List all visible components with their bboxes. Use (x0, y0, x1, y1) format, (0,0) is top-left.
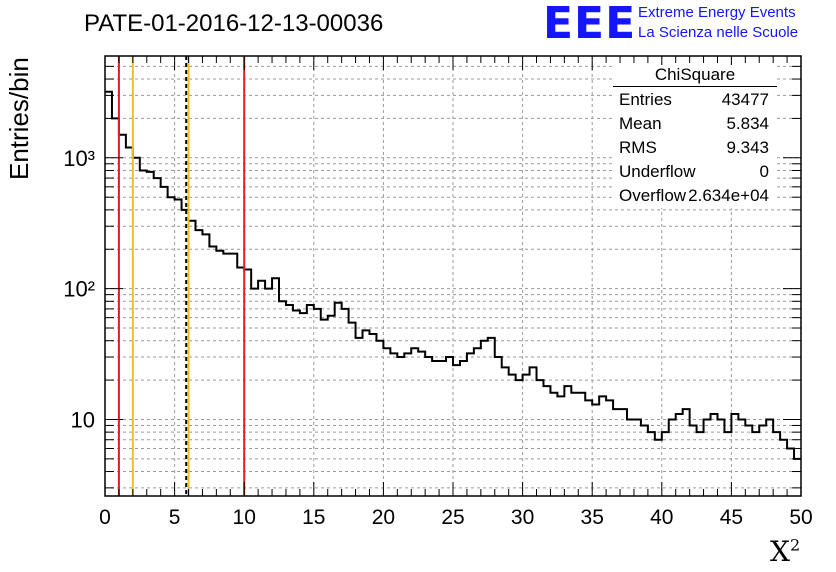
stats-box-title: ChiSquare (613, 65, 777, 87)
stats-value: 5.834 (726, 114, 769, 133)
x-tick-label: 45 (720, 506, 743, 529)
chart-title: PATE-01-2016-12-13-00036 (84, 10, 384, 37)
y-tick-label: 10² (63, 277, 95, 302)
x-tick-label: 10 (233, 506, 256, 529)
histogram-outline (105, 90, 801, 460)
stats-key: Mean (619, 114, 662, 133)
stats-value: 0 (759, 162, 769, 181)
x-tick-label: 0 (99, 506, 111, 529)
stats-row-underflow: Underflow 0 (613, 160, 777, 184)
axes: 0 5 10 15 20 25 30 35 40 45 50 10 10² 10³ (63, 55, 813, 529)
stats-row-mean: Mean 5.834 (613, 112, 777, 136)
x-tick-label: 40 (650, 506, 673, 529)
stats-key: Underflow (619, 162, 696, 181)
stats-value: 43477 (721, 90, 769, 109)
x-tick-label: 30 (511, 506, 534, 529)
eee-logo: EEE (543, 0, 637, 49)
stats-box: ChiSquare Entries 43477 Mean 5.834 RMS 9… (613, 65, 777, 208)
stats-row-overflow: Overflow 2.634e+04 (613, 184, 777, 208)
x-tick-label: 25 (441, 506, 464, 529)
stats-key: Entries (619, 90, 672, 109)
stats-row-rms: RMS 9.343 (613, 136, 777, 160)
stats-value: 2.634e+04 (688, 186, 769, 205)
reference-lines (117, 56, 246, 496)
histogram-bars (105, 90, 801, 460)
x-axis-label: X2 (770, 535, 801, 568)
y-tick-label: 10³ (63, 146, 95, 171)
x-tick-label: 20 (372, 506, 395, 529)
y-axis-label: Entries/bin (4, 57, 34, 180)
stats-value: 9.343 (726, 138, 769, 157)
x-tick-label: 15 (302, 506, 325, 529)
logo-line-1: Extreme Energy Events (638, 4, 796, 21)
logo-line-2: La Scienza nelle Scuole (638, 24, 799, 41)
y-tick-label: 10 (71, 407, 95, 432)
stats-key: Overflow (619, 186, 687, 205)
logo-caption: Extreme Energy Events La Scienza nelle S… (638, 3, 798, 43)
stats-key: RMS (619, 138, 657, 157)
stats-row-entries: Entries 43477 (613, 88, 777, 112)
x-tick-label: 35 (581, 506, 604, 529)
x-tick-label: 5 (169, 506, 181, 529)
x-tick-label: 50 (789, 506, 812, 529)
